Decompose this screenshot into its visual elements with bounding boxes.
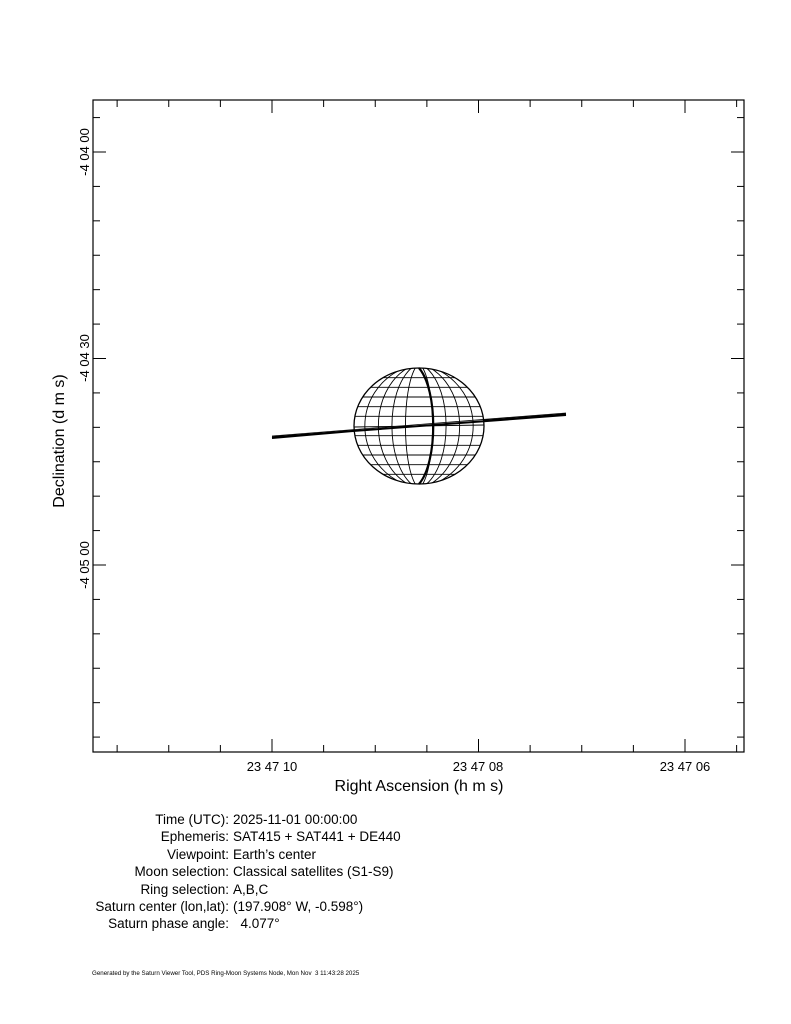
info-row-saturn-center: Saturn center (lon,lat): (197.908° W, -0.… [0,898,791,915]
info-row-time: Time (UTC): 2025-11-01 00:00:00 [0,811,791,828]
info-label: Viewpoint: [166,846,229,862]
x-axis-ticks [116,100,738,752]
y-axis-ticks [93,117,744,738]
x-tick-label-2: 23 47 06 [660,759,711,774]
info-row-phase-angle: Saturn phase angle: 4.077° [0,915,791,932]
info-label: Saturn phase angle: [108,916,229,932]
generator-footer: Generated by the Saturn Viewer Tool, PDS… [92,970,360,977]
plot-frame [92,99,745,753]
y-tick-label-1: -4 04 30 [77,334,92,382]
meridian-line [364,368,405,484]
saturn-figure [271,367,567,485]
y-tick-label-2: -4 05 00 [77,541,92,589]
info-label: Ephemeris: [160,829,229,845]
info-value: (197.908° W, -0.598°) [233,898,364,914]
ring-edge-thin [271,412,567,437]
x-tick-label-0: 23 47 10 [247,759,298,774]
info-label: Saturn center (lon,lat): [95,898,229,914]
info-value: 2025-11-01 00:00:00 [233,812,358,827]
info-row-moon-selection: Moon selection: Classical satellites (S1-… [0,863,791,880]
y-tick-label-0: -4 04 00 [77,128,92,176]
meridian-line [378,368,408,484]
info-value: Classical satellites (S1-S9) [233,864,394,880]
info-value: Earth’s center [233,846,317,862]
observation-info: Time (UTC): 2025-11-01 00:00:00 Ephemeris… [0,811,791,933]
meridian-line [433,368,474,484]
info-label: Moon selection: [134,864,229,880]
x-tick-label-1: 23 47 08 [453,759,504,774]
y-axis-label: Declination (d m s) [51,374,68,507]
meridian-line [405,368,416,484]
globe-grid [354,368,484,484]
info-value: 4.077° [233,916,280,932]
sky-plot: 23 47 10 23 47 08 23 47 06 Right Ascensi… [51,99,745,795]
x-axis-label: Right Ascension (h m s) [335,778,504,795]
info-value: A,B,C [233,881,269,897]
ring-front [271,414,567,439]
info-label: Time (UTC): [155,812,229,827]
info-row-viewpoint: Viewpoint: Earth’s center [0,846,791,863]
meridian-line [426,368,447,484]
meridian-line [430,368,460,484]
meridian-line [391,368,412,484]
info-row-ring-selection: Ring selection: A,B,C [0,881,791,898]
info-row-ephemeris: Ephemeris: SAT415 + SAT441 + DE440 [0,828,791,845]
info-value: SAT415 + SAT441 + DE440 [233,829,401,845]
info-label: Ring selection: [140,881,229,897]
